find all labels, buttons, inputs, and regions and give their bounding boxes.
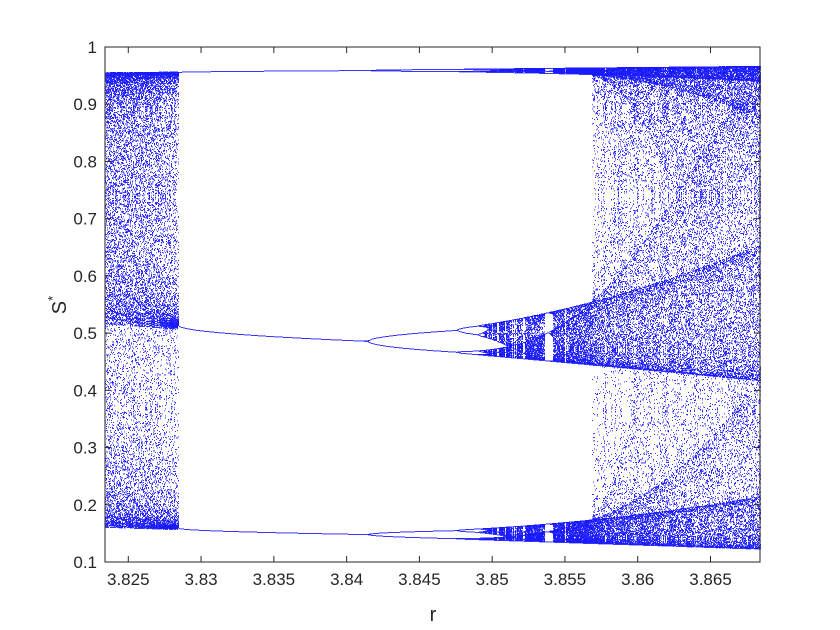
x-tick-label: 3.835 [253,570,296,589]
x-tick-label: 3.855 [544,570,587,589]
data-points [105,66,761,550]
y-tick-label: 0.3 [73,439,97,458]
x-tick-label: 3.85 [476,570,509,589]
x-tick-label: 3.845 [398,570,441,589]
x-tick-label: 3.84 [330,570,363,589]
bifurcation-points [105,66,761,550]
y-axis-label-superscript: * [45,296,60,301]
x-axis-ticks: 3.825 3.83 3.835 3.84 3.845 3.85 3.855 3.86 3.86… [107,47,732,589]
x-tick-label: 3.825 [107,570,150,589]
y-axis-ticks: 0.1 0.2 0.3 0.4 0.5 0.6 0.7 0.8 0.9 1 [73,38,760,572]
y-tick-label: 0.9 [73,95,97,114]
y-tick-label: 0.5 [73,324,97,343]
y-tick-label: 0.2 [73,496,97,515]
x-tick-label: 3.865 [689,570,732,589]
y-axis-label: S* [45,296,71,314]
y-tick-label: 0.7 [73,210,97,229]
x-tick-label: 3.83 [185,570,218,589]
x-tick-label: 3.86 [621,570,654,589]
x-axis-label: r [430,604,437,626]
y-axis-label-main: S [49,301,71,314]
y-tick-label: 0.4 [73,381,97,400]
y-tick-label: 0.1 [73,553,97,572]
plot-frame [104,46,761,563]
y-tick-label: 0.8 [73,152,97,171]
y-tick-label: 1 [88,38,97,57]
y-tick-label: 0.6 [73,267,97,286]
